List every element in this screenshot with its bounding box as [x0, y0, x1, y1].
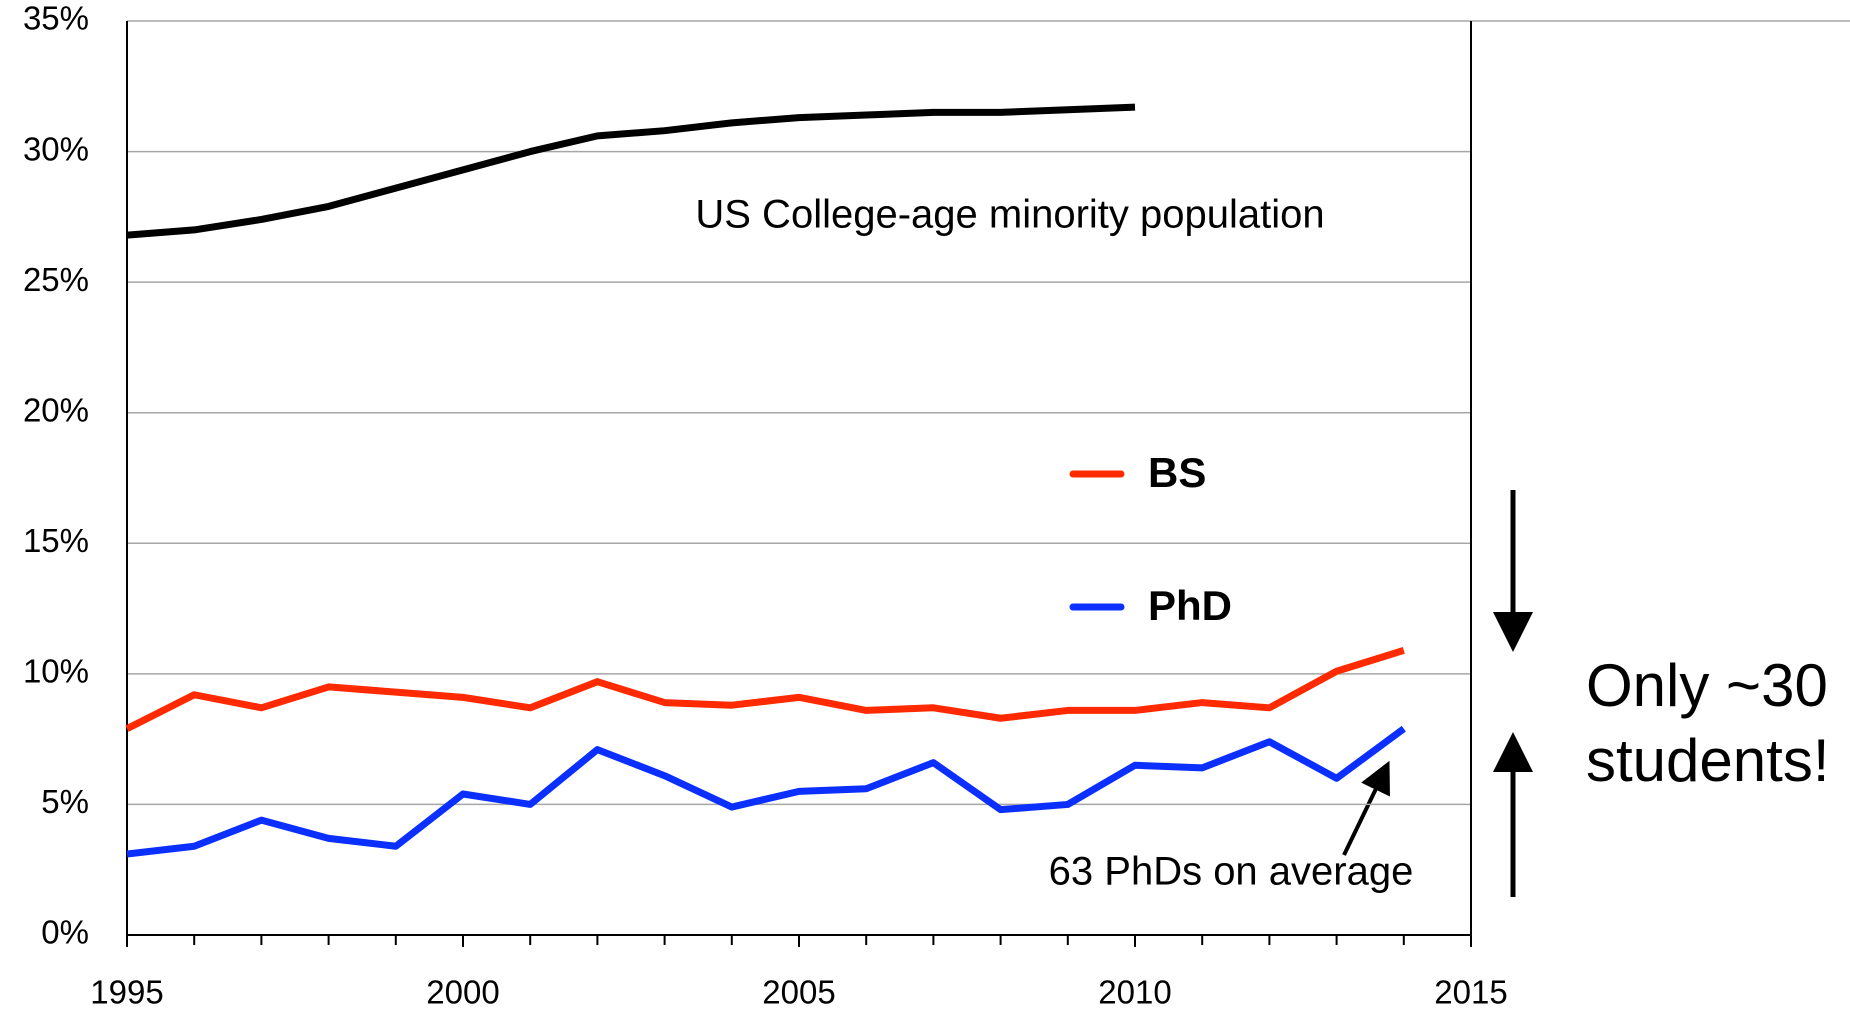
- series-label: US College-age minority population: [695, 193, 1324, 237]
- y-tick-label: 35%: [23, 0, 89, 37]
- legend-label: BS: [1148, 449, 1206, 496]
- y-tick-label: 15%: [23, 522, 89, 559]
- y-tick-label: 25%: [23, 261, 89, 298]
- legend-label: PhD: [1148, 582, 1232, 629]
- arrow-head: [1493, 732, 1533, 772]
- annotation: 63 PhDs on average: [1049, 850, 1414, 894]
- y-tick-label: 30%: [23, 130, 89, 167]
- callout: students!: [1586, 727, 1830, 794]
- annotation-arrow: [1342, 760, 1390, 856]
- x-tick-label: 2015: [1434, 974, 1507, 1011]
- callout: Only ~30: [1586, 652, 1828, 719]
- x-tick-label: 2000: [426, 974, 499, 1011]
- y-tick-label: 20%: [23, 391, 89, 428]
- data-line: [126, 103, 1136, 239]
- x-tick-label: 2005: [762, 974, 835, 1011]
- y-tick-label: 5%: [41, 783, 89, 820]
- x-tick-label: 1995: [90, 974, 163, 1011]
- arrow-head: [1493, 612, 1533, 652]
- y-tick-label: 10%: [23, 653, 89, 690]
- y-tick-label: 0%: [41, 914, 89, 951]
- data-line: [126, 725, 1406, 858]
- data-line: [125, 647, 1405, 732]
- x-tick-label: 2010: [1098, 974, 1171, 1011]
